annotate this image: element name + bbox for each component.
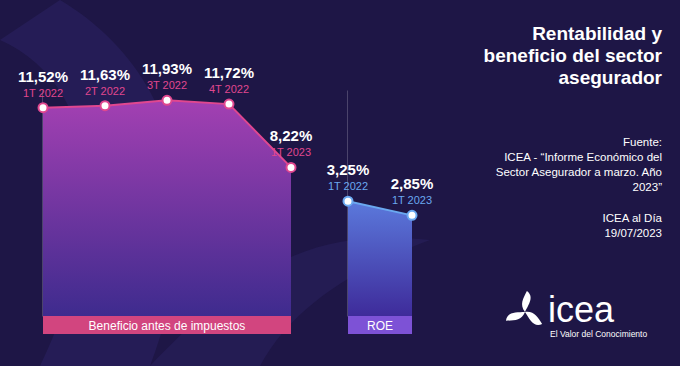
title: Rentabilidad y [532, 23, 662, 44]
area [348, 201, 412, 316]
title-band [43, 316, 291, 334]
logo-text: icea [548, 289, 615, 330]
category-label: 4T 2022 [209, 83, 249, 95]
category-label: 1T 2022 [23, 87, 63, 99]
chart-title: ROE [367, 319, 393, 333]
marker [39, 103, 48, 112]
source: ICEA - “Informe Económico del [504, 151, 662, 163]
title: asegurador [559, 67, 663, 88]
chart: 3,25% 2,85% 1T 2022 1T 2023 ROE [327, 91, 434, 335]
category-label: 2T 2022 [85, 85, 125, 97]
chart: 11,52% 11,63% 11,93% 11,72% 8,22% 1T 2022 2T 2… [18, 60, 312, 334]
tagline: El Valor del Conocimiento [550, 329, 647, 339]
data-label: 3,25% [327, 161, 370, 178]
side-panel: Rentabilidad ybeneficio del sectorasegur… [484, 23, 663, 239]
category-label: 1T 2023 [271, 146, 311, 158]
data-label: 11,52% [18, 68, 68, 85]
axis-line [42, 91, 43, 317]
data-label: 11,72% [204, 64, 254, 81]
data-label: 2,85% [391, 175, 434, 192]
logo-icon [504, 307, 526, 325]
data-label: 11,93% [142, 60, 192, 77]
marker [101, 101, 110, 110]
line [43, 100, 291, 167]
chart-root: 11,52% 11,63% 11,93% 11,72% 8,22% 1T 2022 2T 2… [0, 0, 680, 366]
source: Sector Asegurador a marzo. Año [496, 166, 662, 178]
category-label: 1T 2022 [328, 180, 368, 192]
logo-icon [522, 309, 544, 327]
data-label: 8,22% [270, 127, 313, 144]
plot-area [39, 96, 296, 316]
marker [344, 197, 353, 206]
marker [225, 100, 234, 109]
logo: iceaEl Valor del Conocimiento [504, 289, 647, 339]
labels: 3,25% 2,85% 1T 2022 1T 2023 [327, 161, 434, 206]
area [43, 100, 291, 316]
plot-area [344, 197, 417, 316]
title-band [348, 316, 412, 334]
labels: 11,52% 11,63% 11,93% 11,72% 8,22% 1T 2022 2T 2… [18, 60, 312, 158]
background [0, 0, 680, 366]
source: 2023” [633, 181, 663, 193]
source: Fuente: [623, 136, 662, 148]
marker [408, 211, 417, 220]
logo-icon [522, 291, 531, 312]
y-axis [42, 91, 43, 317]
publication: 19/07/2023 [604, 227, 662, 239]
marker [287, 163, 296, 172]
marker [163, 96, 172, 105]
data-label: 11,63% [80, 66, 130, 83]
category-label: 3T 2022 [147, 79, 187, 91]
publication: ICEA al Día [603, 212, 663, 224]
category-label: 1T 2023 [392, 194, 432, 206]
title: beneficio del sector [484, 45, 663, 66]
chart-title: Beneficio antes de impuestos [89, 319, 246, 333]
